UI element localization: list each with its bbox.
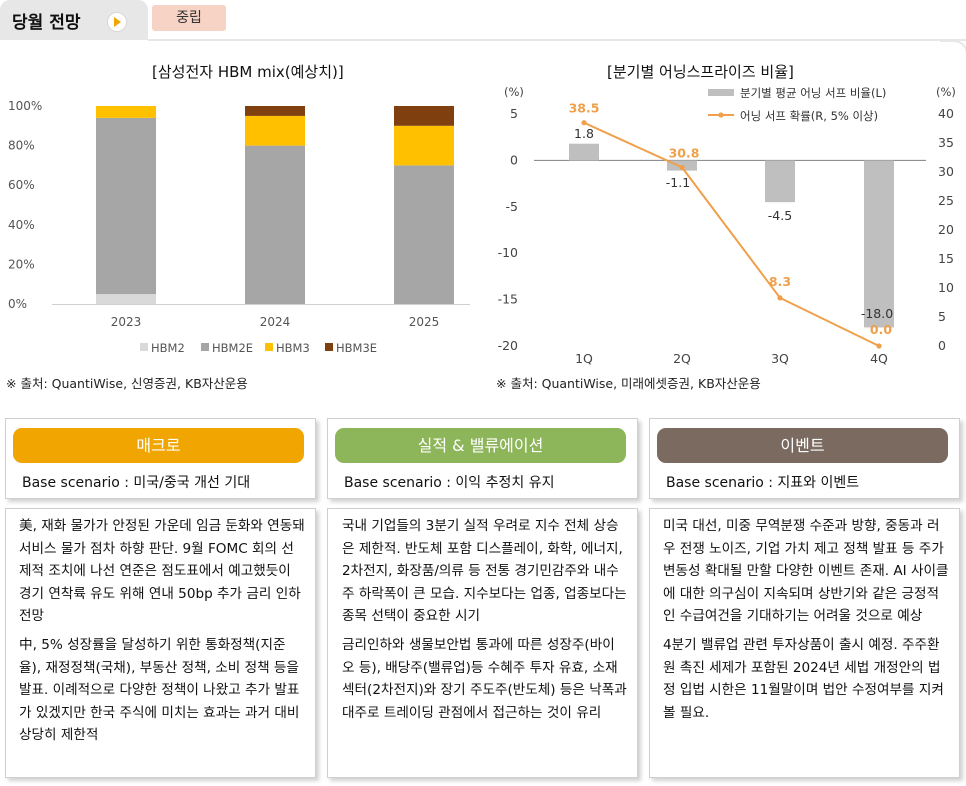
left-tick-label: 5 bbox=[510, 106, 518, 121]
x-tick-label: 2024 bbox=[260, 315, 291, 329]
legend-label-hbm2: HBM2 bbox=[151, 341, 185, 355]
macro-pill: 매크로 bbox=[13, 428, 304, 463]
right-tick-label: 5 bbox=[938, 309, 946, 324]
x-tick-label: 1Q bbox=[575, 351, 593, 366]
macro-paragraph-2: 中, 5% 성장률을 달성하기 위한 통화정책(지준율), 재정정책(국채), … bbox=[19, 636, 300, 744]
bar-data-label: -1.1 bbox=[666, 175, 690, 190]
bar-segment-hbm2e-2024 bbox=[245, 145, 305, 304]
left-tick-label: 0 bbox=[510, 152, 518, 167]
event-pill: 이벤트 bbox=[657, 428, 948, 463]
outlook-badge: 중립 bbox=[152, 5, 226, 31]
chart2-title: [분기별 어닝스프라이즈 비율] bbox=[607, 63, 794, 81]
chart1-source: ※ 출처: QuantiWise, 신영증권, KB자산운용 bbox=[6, 376, 248, 391]
legend-label-hbm3: HBM3 bbox=[276, 341, 310, 355]
bar-segment-hbm3e-2024 bbox=[245, 106, 305, 116]
right-tick-label: 30 bbox=[938, 164, 954, 179]
bar-data-label: -18.0 bbox=[861, 306, 893, 321]
left-tick-label: -5 bbox=[506, 199, 518, 214]
x-tick-label: 4Q bbox=[870, 351, 888, 366]
header-corner bbox=[940, 40, 966, 62]
right-tick-label: 0 bbox=[938, 338, 946, 353]
left-tick-label: -15 bbox=[498, 292, 518, 307]
y-tick-label: 100% bbox=[8, 99, 42, 113]
play-icon[interactable] bbox=[107, 12, 127, 32]
event-body: 미국 대선, 미중 무역분쟁 수준과 방향, 중동과 러우 전쟁 노이즈, 기업… bbox=[649, 508, 960, 778]
right-tick-label: 35 bbox=[938, 135, 954, 150]
macro-scenario: Base scenario : 미국/중국 개선 기대 bbox=[22, 475, 251, 491]
line-data-label: 30.8 bbox=[669, 145, 700, 160]
line-point-1Q bbox=[581, 120, 587, 126]
left-axis-unit: (%) bbox=[504, 85, 524, 99]
right-tick-label: 10 bbox=[938, 280, 954, 295]
hbm-mix-chart: 0% 20% 40% 60% 80% 100% 2023 2024 2025 HBM2 HBM2E H… bbox=[8, 99, 470, 355]
legend-swatch-hbm3 bbox=[265, 343, 273, 351]
line-point-4Q bbox=[876, 343, 882, 349]
event-paragraph-2: 4분기 밸류업 관련 투자상품이 출시 예정. 주주환원 촉진 세제가 포함된 … bbox=[663, 636, 944, 721]
earnings-pill: 실적 & 밸류에이션 bbox=[335, 428, 626, 463]
earnings-paragraph-1: 국내 기업들의 3분기 실적 우려로 지수 전체 상승은 제한적. 반도체 포함… bbox=[342, 518, 627, 625]
earnings-surprise-chart: (%) (%) 5 0 -5 -10 -15 -20 40 35 30 25 20 15 10 5 0 1Q 2Q 3… bbox=[498, 85, 956, 366]
right-tick-label: 15 bbox=[938, 251, 954, 266]
event-paragraph-1: 미국 대선, 미중 무역분쟁 수준과 방향, 중동과 러우 전쟁 노이즈, 기업… bbox=[663, 518, 949, 625]
line-point-3Q bbox=[777, 295, 783, 301]
y-tick-label: 60% bbox=[8, 178, 35, 192]
earnings-paragraph-2: 금리인하와 생물보안법 통과에 따른 성장주(바이오 등), 배당주(밸류업)등… bbox=[342, 636, 627, 721]
bar-segment-hbm3-2025 bbox=[394, 125, 454, 166]
line-point-2Q bbox=[679, 164, 685, 170]
x-tick-label: 3Q bbox=[771, 351, 789, 366]
chart1-title: [삼성전자 HBM mix(예상치)] bbox=[152, 63, 344, 81]
earnings-body: 국내 기업들의 3분기 실적 우려로 지수 전체 상승은 제한적. 반도체 포함… bbox=[327, 508, 638, 778]
y-tick-label: 20% bbox=[8, 257, 35, 271]
bar-4Q bbox=[864, 160, 894, 328]
macro-paragraph-1: 美, 재화 물가가 안정된 가운데 임금 둔화와 연동돼 서비스 물가 점차 하… bbox=[19, 518, 305, 625]
bar-segment-hbm3-2024 bbox=[245, 115, 305, 146]
y-tick-label: 40% bbox=[8, 218, 35, 232]
line-data-label: 0.0 bbox=[870, 322, 892, 337]
page-title: 당월 전망 bbox=[12, 13, 81, 33]
legend-swatch-marker bbox=[718, 112, 724, 118]
legend-swatch-hbm3e bbox=[325, 343, 333, 351]
bar-segment-hbm3e-2025 bbox=[394, 106, 454, 126]
y-tick-label: 80% bbox=[8, 139, 35, 153]
x-tick-label: 2023 bbox=[111, 315, 142, 329]
legend-label-bar: 분기별 평균 어닝 서프 비율(L) bbox=[740, 86, 886, 100]
legend-label-line: 어닝 서프 확률(R, 5% 이상) bbox=[740, 109, 878, 123]
right-tick-label: 25 bbox=[938, 193, 954, 208]
x-tick-label: 2Q bbox=[673, 351, 691, 366]
right-tick-label: 20 bbox=[938, 222, 954, 237]
surprise-probability-line bbox=[583, 121, 880, 347]
earnings-scenario: Base scenario : 이익 추정치 유지 bbox=[344, 475, 555, 491]
right-axis-unit: (%) bbox=[936, 85, 956, 99]
bar-segment-hbm2e-2023 bbox=[96, 117, 156, 295]
chart2-source: ※ 출처: QuantiWise, 미래에셋증권, KB자산운용 bbox=[496, 376, 761, 391]
event-scenario: Base scenario : 지표와 이벤트 bbox=[666, 475, 860, 491]
bar-segment-hbm3-2023 bbox=[96, 106, 156, 118]
left-tick-label: -20 bbox=[498, 338, 518, 353]
legend-label-hbm2e: HBM2E bbox=[212, 341, 253, 355]
bar-1Q bbox=[569, 143, 599, 161]
x-tick-label: 2025 bbox=[409, 315, 440, 329]
right-tick-label: 40 bbox=[938, 106, 954, 121]
bar-segment-hbm2e-2025 bbox=[394, 165, 454, 304]
legend-swatch-hbm2 bbox=[140, 343, 148, 351]
left-tick-label: -10 bbox=[498, 245, 518, 260]
legend-label-hbm3e: HBM3E bbox=[336, 341, 377, 355]
bar-3Q bbox=[765, 160, 795, 203]
line-data-label: 8.3 bbox=[769, 274, 791, 289]
bar-data-label: -4.5 bbox=[768, 208, 792, 223]
bar-segment-hbm2-2023 bbox=[96, 294, 156, 304]
header-divider bbox=[148, 39, 966, 41]
bar-data-label: 1.8 bbox=[574, 126, 594, 141]
line-data-label: 38.5 bbox=[569, 101, 600, 116]
legend-swatch-bar bbox=[708, 89, 734, 96]
legend-swatch-hbm2e bbox=[201, 343, 209, 351]
y-tick-label: 0% bbox=[8, 297, 27, 311]
macro-body: 美, 재화 물가가 안정된 가운데 임금 둔화와 연동돼 서비스 물가 점차 하… bbox=[5, 508, 316, 778]
